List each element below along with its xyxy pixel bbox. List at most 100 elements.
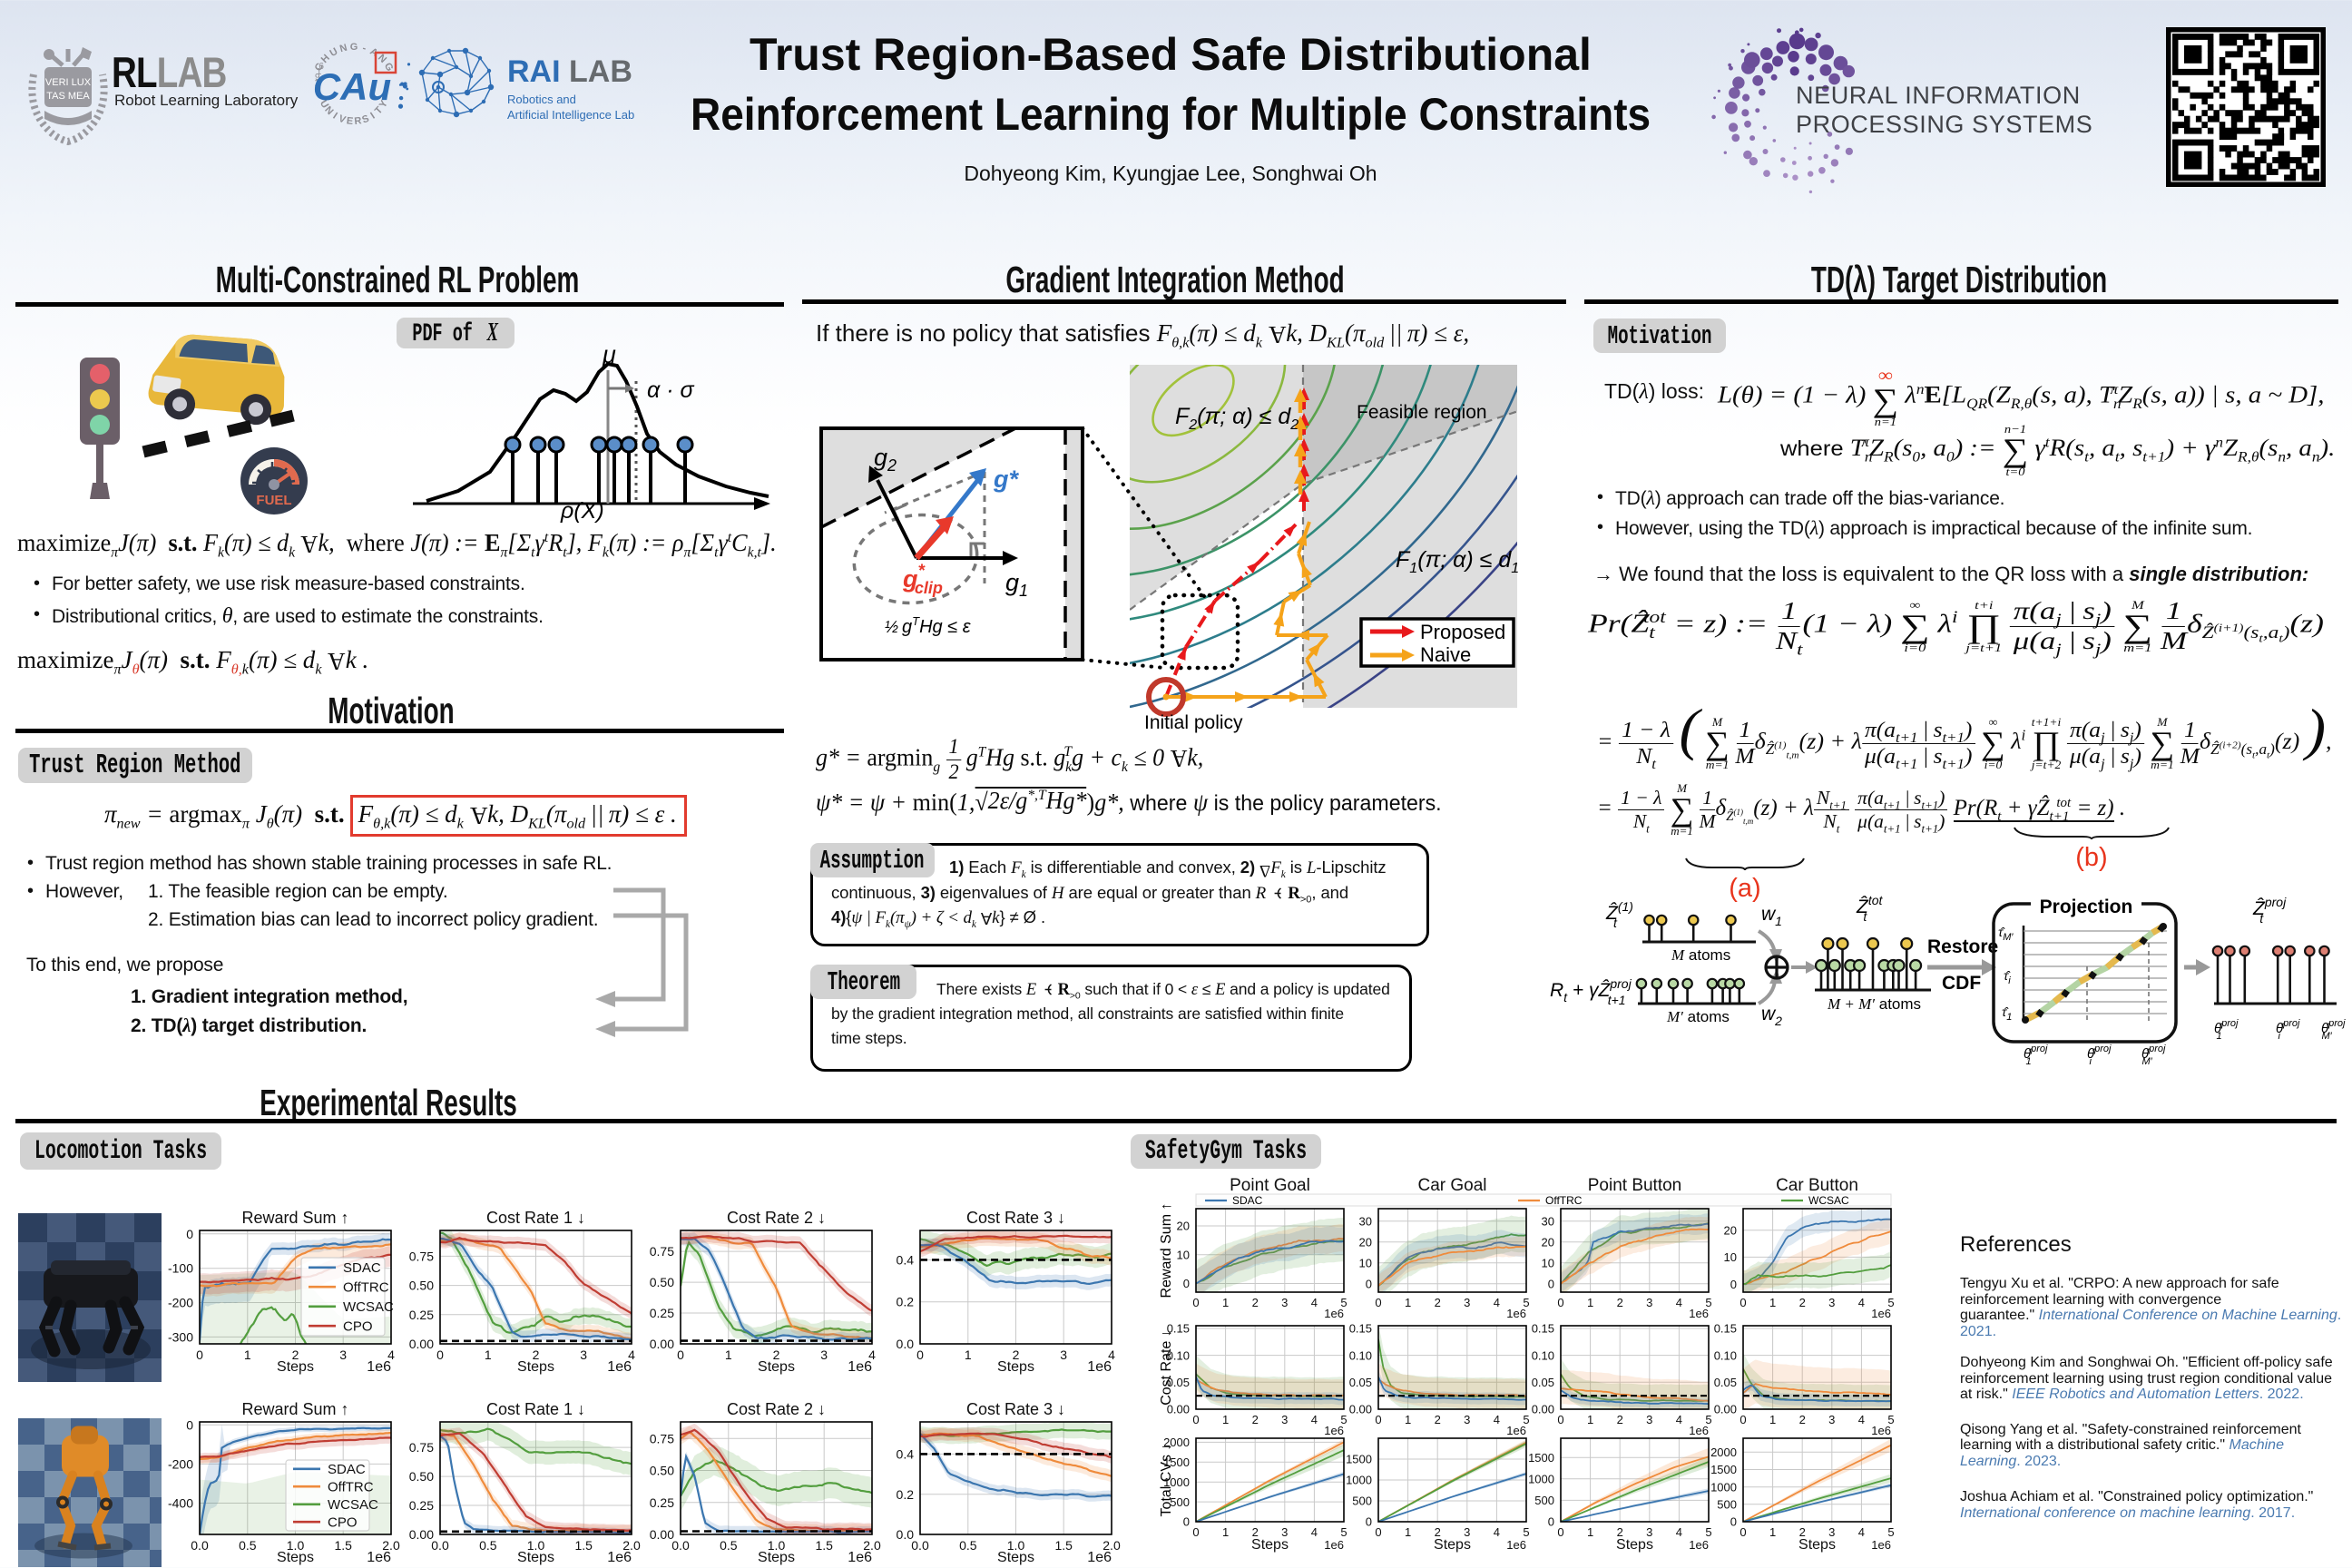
svg-text:1: 1 — [244, 1348, 251, 1362]
svg-text:Cost Rate 1 ↓: Cost Rate 1 ↓ — [486, 1400, 585, 1418]
svg-text:0: 0 — [1557, 1413, 1563, 1426]
svg-text:5: 5 — [1705, 1525, 1711, 1539]
svg-text:0.00: 0.00 — [650, 1527, 674, 1542]
svg-text:0.4: 0.4 — [897, 1252, 915, 1267]
svg-text:0.4: 0.4 — [897, 1447, 915, 1462]
svg-text:Projection: Projection — [2040, 897, 2133, 917]
svg-text:2: 2 — [1013, 1348, 1020, 1362]
svg-text:G: G — [350, 42, 358, 53]
svg-text:500: 500 — [1534, 1494, 1554, 1507]
svg-text:1.5: 1.5 — [1054, 1538, 1073, 1553]
svg-text:U: U — [328, 46, 340, 59]
svg-text:0: 0 — [677, 1348, 684, 1362]
svg-text:5: 5 — [1887, 1296, 1894, 1309]
svg-text:SDAC: SDAC — [1232, 1194, 1263, 1207]
svg-text:1500: 1500 — [1710, 1463, 1737, 1476]
svg-text:ρ(X): ρ(X) — [560, 498, 604, 524]
svg-text:1.5: 1.5 — [334, 1538, 352, 1553]
svg-text:4: 4 — [1494, 1525, 1500, 1539]
svg-text:Cost Rate 3 ↓: Cost Rate 3 ↓ — [966, 1400, 1065, 1418]
svg-text:1.5: 1.5 — [574, 1538, 593, 1553]
svg-text:4: 4 — [1676, 1525, 1682, 1539]
svg-text:0.75: 0.75 — [409, 1249, 434, 1263]
svg-text:0.50: 0.50 — [409, 1279, 434, 1293]
svg-text:1e6: 1e6 — [1324, 1424, 1344, 1437]
svg-text:Steps: Steps — [997, 1550, 1034, 1565]
svg-text:1: 1 — [725, 1348, 732, 1362]
svg-text:0.0: 0.0 — [671, 1538, 690, 1553]
svg-text:τ̂1: τ̂1 — [2002, 1004, 2012, 1023]
svg-text:CPO: CPO — [328, 1515, 358, 1531]
svg-text:0.25: 0.25 — [650, 1306, 674, 1320]
svg-text:0.5: 0.5 — [720, 1538, 738, 1553]
svg-text:NEURAL INFORMATION: NEURAL INFORMATION — [1796, 82, 2081, 109]
svg-text:5: 5 — [1523, 1296, 1529, 1309]
svg-text:5: 5 — [1887, 1413, 1894, 1426]
svg-text:0.00: 0.00 — [409, 1337, 434, 1351]
svg-text:I: I — [331, 111, 339, 122]
svg-text:3: 3 — [1464, 1525, 1470, 1539]
svg-text:0: 0 — [1740, 1413, 1746, 1426]
svg-text:0.0: 0.0 — [191, 1538, 209, 1553]
svg-text:1: 1 — [1222, 1525, 1229, 1539]
svg-text:1e6: 1e6 — [607, 1550, 632, 1565]
svg-text:WCSAC: WCSAC — [328, 1497, 378, 1513]
svg-text:1: 1 — [485, 1348, 492, 1362]
svg-text:4: 4 — [387, 1348, 395, 1362]
svg-text:2.0: 2.0 — [622, 1538, 641, 1553]
svg-text:1e6: 1e6 — [1087, 1359, 1112, 1375]
svg-text:0.00: 0.00 — [409, 1527, 434, 1542]
svg-text:1: 1 — [1769, 1296, 1776, 1309]
svg-text:5: 5 — [1705, 1413, 1711, 1426]
svg-text:2: 2 — [773, 1348, 780, 1362]
svg-text:1.0: 1.0 — [768, 1538, 786, 1553]
svg-text:0: 0 — [1740, 1525, 1746, 1539]
svg-text:20: 20 — [1542, 1236, 1554, 1250]
svg-text:Artificial Intelligence Lab: Artificial Intelligence Lab — [507, 108, 634, 122]
svg-text:Steps: Steps — [277, 1359, 314, 1375]
svg-text:2: 2 — [1799, 1413, 1806, 1426]
svg-text:1e6: 1e6 — [1689, 1307, 1709, 1320]
svg-text:N: N — [338, 43, 348, 55]
svg-text:Reward Sum ↑: Reward Sum ↑ — [241, 1400, 348, 1418]
svg-text:TAS MEA: TAS MEA — [46, 91, 90, 102]
svg-text:I: I — [368, 111, 377, 122]
svg-text:3: 3 — [580, 1348, 587, 1362]
svg-text:0.15: 0.15 — [1167, 1322, 1190, 1336]
svg-text:Proposed: Proposed — [1420, 621, 1505, 643]
svg-text:0.0: 0.0 — [911, 1538, 929, 1553]
svg-text:500: 500 — [1717, 1498, 1737, 1512]
svg-text:τ̂M′: τ̂M′ — [1998, 925, 2014, 943]
svg-text:1500: 1500 — [1528, 1451, 1554, 1465]
svg-text:0.00: 0.00 — [650, 1337, 674, 1351]
svg-text:3: 3 — [1060, 1348, 1067, 1362]
svg-text:0: 0 — [1730, 1515, 1737, 1529]
svg-text:Cost Rate 2 ↓: Cost Rate 2 ↓ — [727, 1400, 826, 1418]
svg-text:1e6: 1e6 — [848, 1550, 872, 1565]
svg-text:Ẑ(1)t: Ẑ(1) t — [1605, 899, 1633, 930]
svg-text:1: 1 — [317, 67, 322, 77]
svg-text:Steps: Steps — [1434, 1537, 1471, 1553]
svg-text:0: 0 — [1192, 1296, 1199, 1309]
svg-text:0.10: 0.10 — [1349, 1348, 1372, 1362]
svg-text:Steps: Steps — [1798, 1537, 1836, 1553]
svg-text:-400: -400 — [168, 1496, 193, 1511]
svg-text:1: 1 — [1222, 1413, 1229, 1426]
svg-text:0: 0 — [436, 1348, 444, 1362]
svg-text:1e6: 1e6 — [1871, 1307, 1891, 1320]
svg-text:30: 30 — [1542, 1215, 1554, 1229]
svg-text:0.10: 0.10 — [1167, 1348, 1190, 1362]
svg-text:Steps: Steps — [517, 1359, 554, 1375]
svg-text:1500: 1500 — [1346, 1453, 1372, 1466]
svg-text:OffTRC: OffTRC — [1545, 1194, 1583, 1207]
svg-text:2: 2 — [1252, 1296, 1259, 1309]
svg-text:0: 0 — [1366, 1515, 1372, 1529]
svg-text:OffTRC: OffTRC — [328, 1480, 374, 1495]
svg-text:V: V — [338, 113, 348, 126]
svg-text:Cost Rate ↓: Cost Rate ↓ — [1159, 1329, 1174, 1406]
svg-text:-200: -200 — [168, 1296, 193, 1310]
